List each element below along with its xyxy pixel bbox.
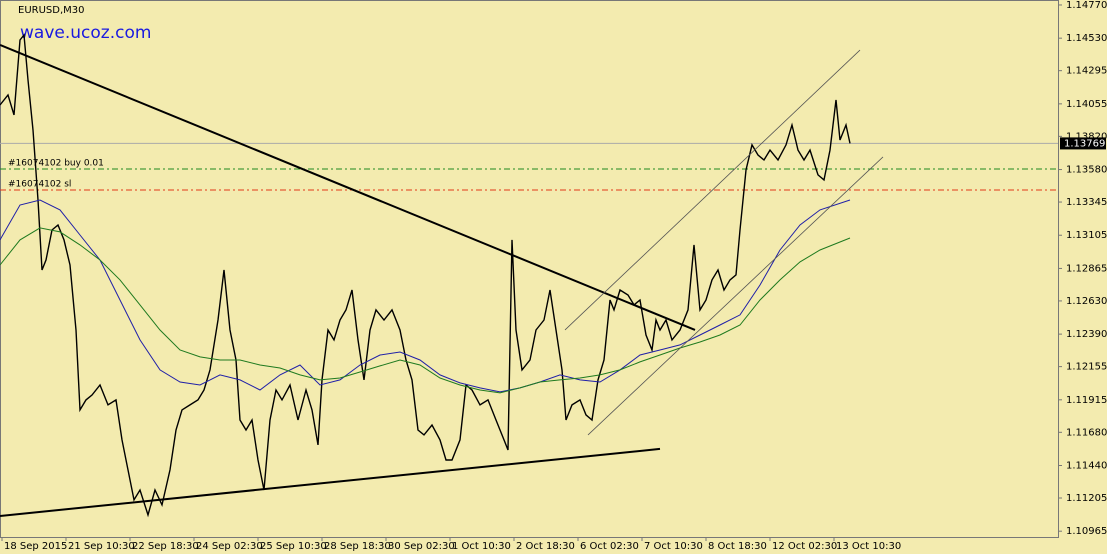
y-tick-label: 1.12155 xyxy=(1066,362,1107,373)
trendline xyxy=(564,49,861,331)
x-tick-label: 7 Oct 10:30 xyxy=(644,541,703,552)
x-tick-label: 1 Oct 10:30 xyxy=(452,541,511,552)
price-series xyxy=(0,33,851,518)
y-tick-label: 1.14530 xyxy=(1066,33,1107,44)
y-tick-label: 1.11915 xyxy=(1066,395,1107,406)
current-price-label: 1.13769 xyxy=(1064,138,1105,149)
x-tick-label: 18 Sep 2015 xyxy=(4,541,67,552)
y-tick-label: 1.13105 xyxy=(1066,230,1107,241)
watermark: wave.ucoz.com xyxy=(20,23,151,43)
y-tick-label: 1.12390 xyxy=(1066,329,1107,340)
order-label: #16074102 sl xyxy=(8,180,71,190)
y-tick-label: 1.11440 xyxy=(1066,461,1107,472)
x-tick-label: 24 Sep 02:30 xyxy=(196,541,263,552)
price-series xyxy=(0,227,851,394)
y-tick-label: 1.11680 xyxy=(1066,427,1107,438)
plot-frame xyxy=(0,0,1059,538)
x-tick-label: 2 Oct 18:30 xyxy=(516,541,575,552)
x-tick-label: 25 Sep 10:30 xyxy=(260,541,327,552)
order-label: #16074102 buy 0.01 xyxy=(8,158,104,168)
chart-title: EURUSD,M30 xyxy=(18,5,84,16)
x-tick-label: 12 Oct 02:30 xyxy=(772,541,837,552)
y-tick-label: 1.13580 xyxy=(1066,165,1107,176)
y-tick-label: 1.13820 xyxy=(1066,131,1107,142)
x-tick-label: 22 Sep 18:30 xyxy=(132,541,199,552)
current-price-box xyxy=(1060,137,1106,150)
x-tick-label: 13 Oct 10:30 xyxy=(836,541,901,552)
y-tick-label: 1.10965 xyxy=(1066,526,1107,537)
price-series xyxy=(0,199,851,393)
y-tick-label: 1.14295 xyxy=(1066,66,1107,77)
x-tick-label: 8 Oct 18:30 xyxy=(708,541,767,552)
y-tick-label: 1.13345 xyxy=(1066,197,1107,208)
trendline xyxy=(0,447,661,517)
trendline xyxy=(587,156,884,436)
x-tick-label: 21 Sep 10:30 xyxy=(68,541,135,552)
y-tick-label: 1.14055 xyxy=(1066,99,1107,110)
x-tick-label: 30 Sep 02:30 xyxy=(388,541,455,552)
x-tick-label: 6 Oct 02:30 xyxy=(580,541,639,552)
x-tick-label: 28 Sep 18:30 xyxy=(324,541,391,552)
y-tick-label: 1.12865 xyxy=(1066,263,1107,274)
y-tick-label: 1.11205 xyxy=(1066,493,1107,504)
y-tick-label: 1.14770 xyxy=(1066,0,1107,11)
trendline xyxy=(0,44,696,331)
y-tick-label: 1.12630 xyxy=(1066,296,1107,307)
